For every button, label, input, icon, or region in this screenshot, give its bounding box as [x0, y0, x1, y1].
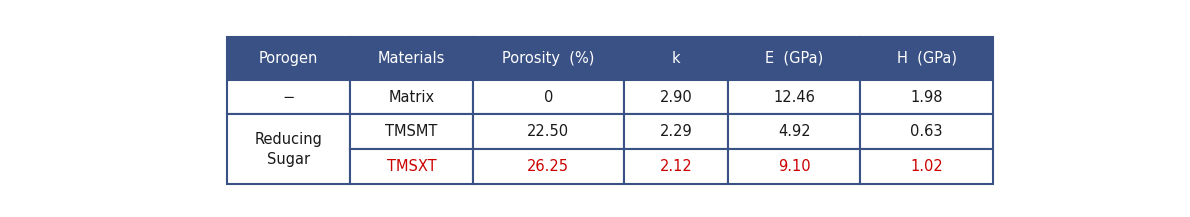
- Text: H  (GPa): H (GPa): [896, 51, 957, 66]
- Text: 4.92: 4.92: [778, 124, 810, 139]
- Text: 2.29: 2.29: [659, 124, 693, 139]
- Bar: [350, 80, 474, 115]
- Bar: [474, 149, 624, 184]
- Text: 1.98: 1.98: [910, 90, 942, 105]
- Text: 0: 0: [544, 90, 553, 105]
- Bar: [624, 149, 728, 184]
- Text: 2.12: 2.12: [659, 159, 693, 174]
- Text: TMSXT: TMSXT: [387, 159, 437, 174]
- Bar: [474, 37, 624, 80]
- Text: 0.63: 0.63: [910, 124, 942, 139]
- Text: 9.10: 9.10: [778, 159, 810, 174]
- Bar: [728, 80, 860, 115]
- Bar: [474, 115, 624, 149]
- Text: Materials: Materials: [378, 51, 445, 66]
- Text: 12.46: 12.46: [774, 90, 815, 105]
- Bar: [350, 37, 474, 80]
- Text: 22.50: 22.50: [527, 124, 570, 139]
- Bar: [350, 115, 474, 149]
- Text: 2.90: 2.90: [659, 90, 693, 105]
- Text: Matrix: Matrix: [389, 90, 434, 105]
- Text: −: −: [282, 90, 295, 105]
- Bar: [227, 115, 350, 184]
- Text: E  (GPa): E (GPa): [765, 51, 823, 66]
- Text: 1.02: 1.02: [910, 159, 942, 174]
- Text: TMSMT: TMSMT: [386, 124, 438, 139]
- Bar: [227, 37, 350, 80]
- Text: Porogen: Porogen: [259, 51, 319, 66]
- Bar: [728, 115, 860, 149]
- Bar: [624, 80, 728, 115]
- Bar: [624, 115, 728, 149]
- Text: k: k: [671, 51, 681, 66]
- Bar: [728, 149, 860, 184]
- Text: Porosity  (%): Porosity (%): [502, 51, 595, 66]
- Bar: [624, 37, 728, 80]
- Bar: [474, 80, 624, 115]
- Bar: [860, 149, 992, 184]
- Text: Reducing
Sugar: Reducing Sugar: [255, 132, 322, 167]
- Bar: [350, 149, 474, 184]
- Bar: [860, 80, 992, 115]
- Text: 26.25: 26.25: [527, 159, 569, 174]
- Bar: [728, 37, 860, 80]
- Bar: [227, 80, 350, 115]
- Bar: [860, 37, 992, 80]
- Bar: [860, 115, 992, 149]
